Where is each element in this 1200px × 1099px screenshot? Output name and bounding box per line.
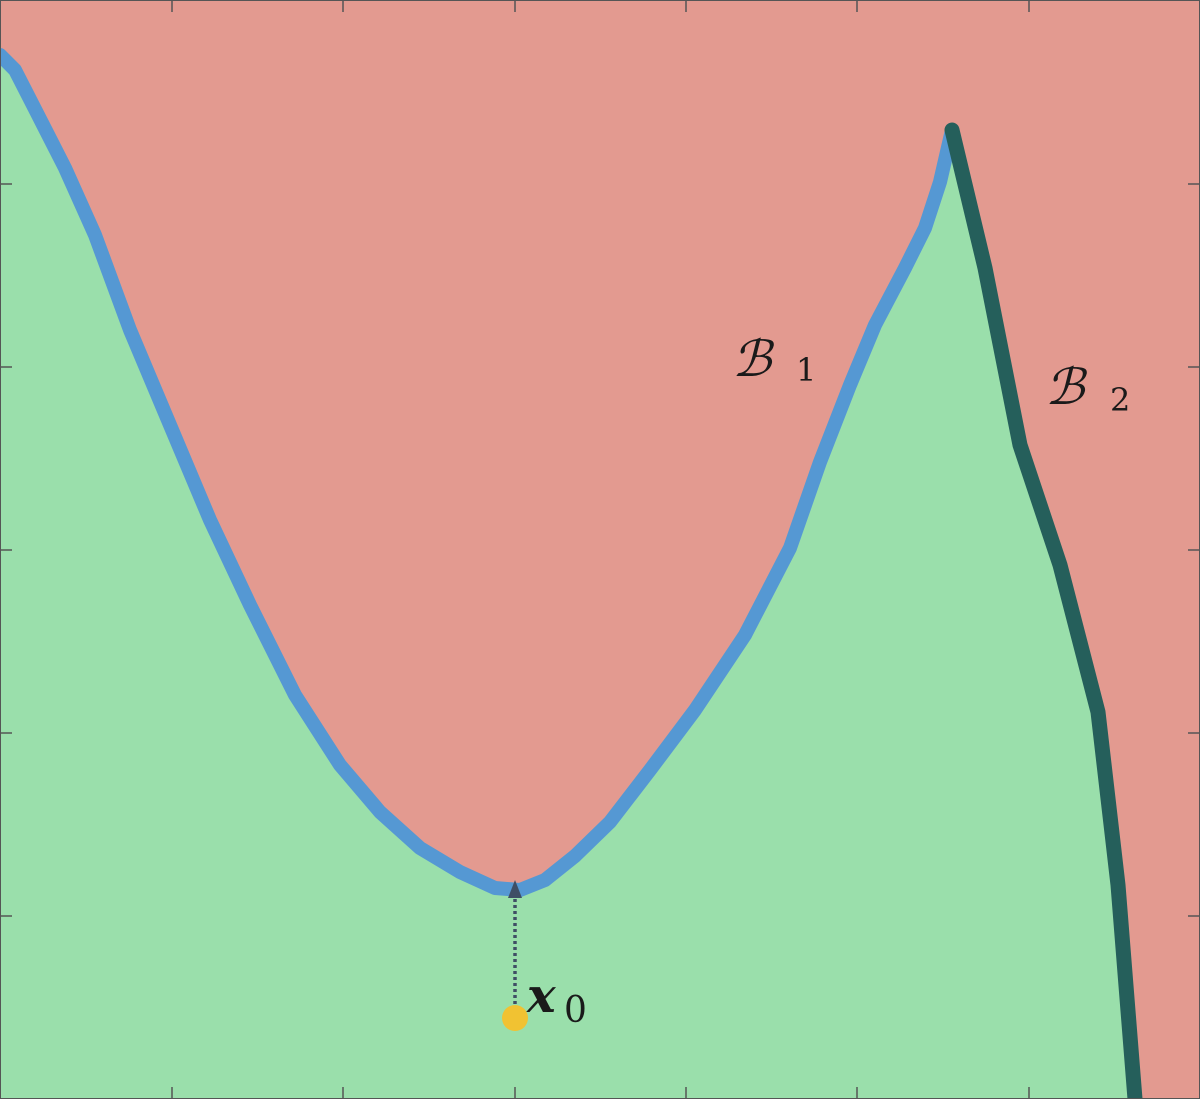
point-x0 — [502, 1005, 528, 1031]
label-b1-subscript: 1 — [796, 351, 816, 389]
label-b2-symbol: ℬ — [1045, 358, 1088, 416]
arrow-head-icon — [508, 880, 522, 898]
label-b2: ℬ 2 — [1045, 358, 1130, 419]
label-b1-symbol: ℬ — [732, 330, 775, 388]
label-x0-subscript: 0 — [564, 990, 587, 1031]
label-x0: x 0 — [526, 968, 587, 1031]
region-green — [0, 55, 1135, 1099]
label-b1: ℬ 1 — [732, 330, 816, 389]
label-x0-symbol: x — [526, 968, 557, 1024]
boundary-b2-curve — [944, 122, 1143, 1099]
boundary-b1-curve — [0, 48, 959, 897]
label-b2-subscript: 2 — [1110, 381, 1130, 419]
